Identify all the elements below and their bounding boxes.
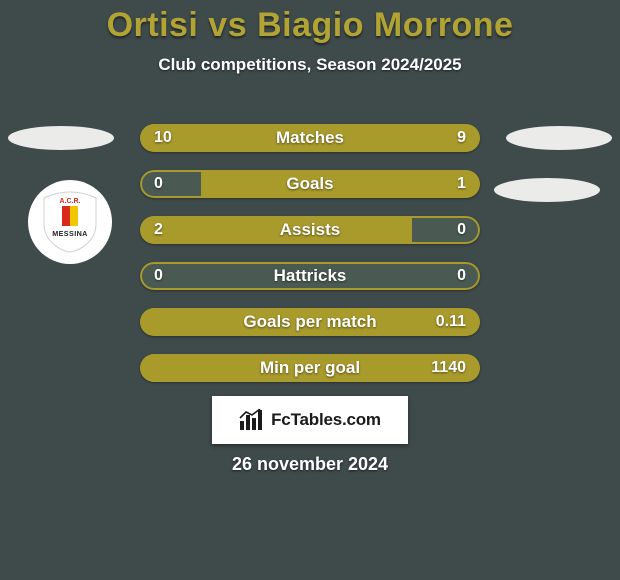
stat-label: Goals <box>140 170 480 198</box>
decor-oval-top-left <box>8 126 114 150</box>
stat-row: 1140Min per goal <box>140 354 480 382</box>
stat-label: Min per goal <box>140 354 480 382</box>
page-title: Ortisi vs Biagio Morrone <box>0 0 620 45</box>
stat-row: 0.11Goals per match <box>140 308 480 336</box>
stat-row: 20Assists <box>140 216 480 244</box>
svg-text:MESSINA: MESSINA <box>52 229 88 238</box>
stat-label: Assists <box>140 216 480 244</box>
svg-text:A.C.R.: A.C.R. <box>60 198 81 205</box>
comparison-bars: 109Matches 01Goals 20Assists 00Hattricks 0.1… <box>140 124 480 400</box>
stat-row: 00Hattricks <box>140 262 480 290</box>
stat-row: 01Goals <box>140 170 480 198</box>
club-shield-icon: A.C.R. MESSINA <box>40 190 100 254</box>
page-subtitle: Club competitions, Season 2024/2025 <box>0 55 620 75</box>
bars-icon <box>239 409 265 431</box>
stat-row: 109Matches <box>140 124 480 152</box>
stat-label: Goals per match <box>140 308 480 336</box>
club-badge-left: A.C.R. MESSINA <box>28 180 112 264</box>
footer-brand-text: FcTables.com <box>271 410 381 430</box>
decor-oval-right-2 <box>494 178 600 202</box>
stat-label: Matches <box>140 124 480 152</box>
decor-oval-top-right <box>506 126 612 150</box>
footer-brand-badge[interactable]: FcTables.com <box>212 396 408 444</box>
footer-date: 26 november 2024 <box>0 454 620 475</box>
stat-label: Hattricks <box>140 262 480 290</box>
